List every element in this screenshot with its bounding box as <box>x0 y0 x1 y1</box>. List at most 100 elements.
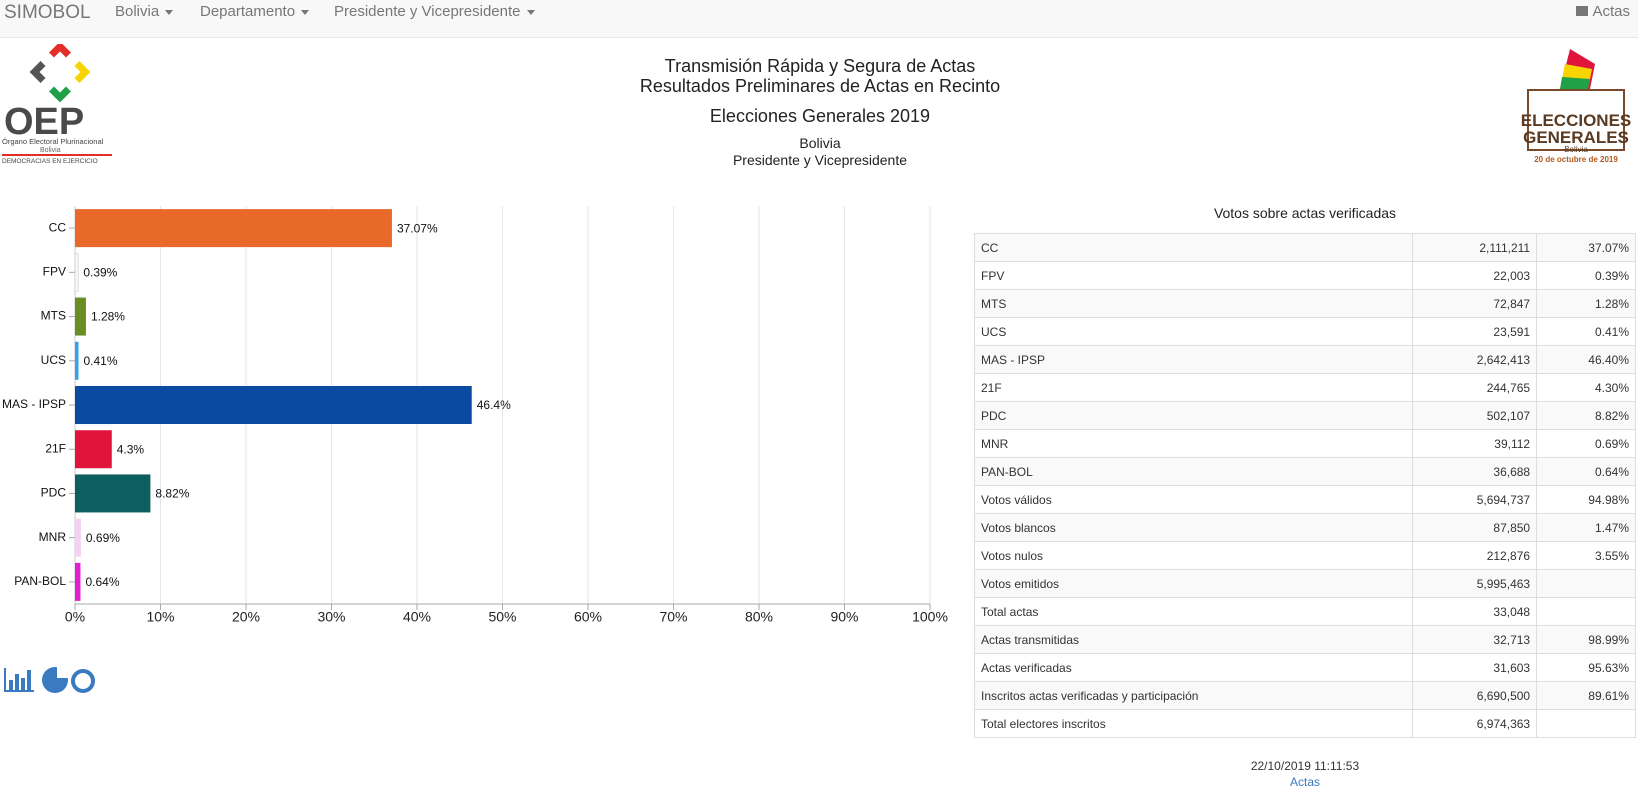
y-tick-label: MNR <box>39 530 67 544</box>
table-title: Votos sobre actas verificadas <box>1213 205 1397 221</box>
data-label: 37.07% <box>397 221 438 235</box>
table-row: Votos blancos 87,850 1.47% <box>973 513 1636 542</box>
brand[interactable]: SIMOBOL <box>4 2 91 23</box>
table-row: MNR 39,112 0.69% <box>973 429 1636 458</box>
logo-text: Bolivia <box>1564 145 1588 154</box>
x-tick-label: 60% <box>574 609 602 625</box>
header-line: Resultados Preliminares de Actas en Reci… <box>639 76 1001 96</box>
table-cell: 5,995,463 <box>1412 569 1538 598</box>
table-row: MTS 72,847 1.28% <box>973 289 1636 318</box>
table-cell: 22,003 <box>1412 261 1538 290</box>
y-tick-label: CC <box>49 220 67 234</box>
table-cell: 5,694,737 <box>1412 485 1538 514</box>
table-row: Total electores inscritos 6,974,363 <box>973 709 1636 738</box>
table-row: PDC 502,107 8.82% <box>973 401 1636 430</box>
table-cell: 98.99% <box>1536 625 1636 654</box>
table-row: Inscritos actas verificadas y participac… <box>973 681 1636 710</box>
table-cell: 244,765 <box>1412 373 1538 402</box>
table-cell: 46.40% <box>1536 345 1636 374</box>
table-row: 21F 244,765 4.30% <box>973 373 1636 402</box>
table-cell: FPV <box>973 261 1414 290</box>
table-cell: 37.07% <box>1536 233 1636 262</box>
donut-chart-icon[interactable] <box>71 669 95 693</box>
table-cell: 72,847 <box>1412 289 1538 318</box>
logo-text: OEP <box>4 101 84 143</box>
table-cell: 3.55% <box>1536 541 1636 570</box>
bar <box>75 474 151 513</box>
data-label: 0.39% <box>83 266 117 280</box>
header-line: Transmisión Rápida y Segura de Actas <box>664 56 976 76</box>
table-cell: 21F <box>973 373 1414 402</box>
menu-label[interactable]: Departamento <box>200 3 296 20</box>
table-cell: PDC <box>973 401 1414 430</box>
table-cell: 4.30% <box>1536 373 1636 402</box>
menu[interactable]: Bolivia <box>115 3 174 20</box>
table-cell: 8.82% <box>1536 401 1636 430</box>
data-label: 0.64% <box>85 575 119 589</box>
data-label: 46.4% <box>477 398 511 412</box>
y-tick-label: FPV <box>43 265 66 279</box>
x-tick-label: 90% <box>830 609 858 625</box>
table-cell: 0.64% <box>1536 457 1636 486</box>
table-cell <box>1536 569 1636 598</box>
table-cell: 6,974,363 <box>1412 709 1538 738</box>
data-label: 1.28% <box>91 310 125 324</box>
table-cell: Votos válidos <box>973 485 1414 514</box>
table-row: Actas transmitidas 32,713 98.99% <box>973 625 1636 654</box>
table-cell: UCS <box>973 317 1414 346</box>
table-cell: 1.28% <box>1536 289 1636 318</box>
table-cell: 1.47% <box>1536 513 1636 542</box>
pie-chart-icon[interactable] <box>42 665 70 693</box>
y-tick-label: PAN-BOL <box>14 574 66 588</box>
table-cell: 94.98% <box>1536 485 1636 514</box>
table-cell: 0.39% <box>1536 261 1636 290</box>
bar <box>75 386 472 424</box>
table-cell: 36,688 <box>1412 457 1538 486</box>
table-cell: Inscritos actas verificadas y participac… <box>973 681 1414 710</box>
table-cell: CC <box>973 233 1414 262</box>
menu-label[interactable]: Presidente y Vicepresidente <box>334 3 521 20</box>
x-tick-label: 30% <box>317 609 345 625</box>
table-cell: Total actas <box>973 597 1414 626</box>
table-row: Actas verificadas 31,603 95.63% <box>973 653 1636 682</box>
timestamp: 22/10/2019 11:11:53 <box>1250 759 1360 773</box>
oep-logo: OEP Órgano Electoral Plurinacional Boliv… <box>2 44 112 165</box>
menu[interactable]: Presidente y Vicepresidente <box>334 3 535 20</box>
table-row: UCS 23,591 0.41% <box>973 317 1636 346</box>
table-row: CC 2,111,211 37.07% <box>973 233 1636 262</box>
bar-chart: 0% 10% 20% 30% 40% 50% 60% 70% 80% 90% 100% CC 37.07… <box>2 206 948 625</box>
elecciones-logo: ELECCIONES GENERALES Bolivia 20 de octub… <box>1521 49 1631 164</box>
table-row: MAS - IPSP 2,642,413 46.40% <box>973 345 1636 374</box>
x-tick-label: 80% <box>745 609 773 625</box>
x-tick-label: 50% <box>488 609 516 625</box>
table-cell <box>1536 597 1636 626</box>
actas-link[interactable]: Actas <box>1576 3 1630 20</box>
bar <box>75 209 392 248</box>
header-title: Elecciones Generales 2019 <box>709 106 931 126</box>
y-tick-label: PDC <box>41 486 67 500</box>
data-label: 0.69% <box>86 531 120 545</box>
table-cell: Total electores inscritos <box>973 709 1414 738</box>
table-cell: 2,642,413 <box>1412 345 1538 374</box>
table-cell: Votos nulos <box>973 541 1414 570</box>
x-tick-label: 10% <box>146 609 174 625</box>
menu[interactable]: Departamento <box>200 3 310 20</box>
bar-chart-icon[interactable] <box>4 668 34 692</box>
footer-link[interactable]: Actas <box>1289 775 1320 789</box>
table-row: Votos válidos 5,694,737 94.98% <box>973 485 1636 514</box>
table-cell: 95.63% <box>1536 653 1636 682</box>
logo-text: DEMOCRACIAS EN EJERCICIO <box>2 158 98 165</box>
table-cell: Actas verificadas <box>973 653 1414 682</box>
chart-type-icons <box>4 665 95 693</box>
table-row: Votos emitidos 5,995,463 <box>973 569 1636 598</box>
bar <box>75 562 81 601</box>
menu-label[interactable]: Bolivia <box>115 3 160 20</box>
header-office: Presidente y Vicepresidente <box>732 152 908 168</box>
bar <box>74 253 79 292</box>
data-label: 0.41% <box>84 354 118 368</box>
actas-label[interactable]: Actas <box>1592 3 1630 20</box>
table-cell: Votos blancos <box>973 513 1414 542</box>
table-cell: MNR <box>973 429 1414 458</box>
table-cell <box>1536 709 1636 738</box>
y-tick-label: UCS <box>41 353 66 367</box>
